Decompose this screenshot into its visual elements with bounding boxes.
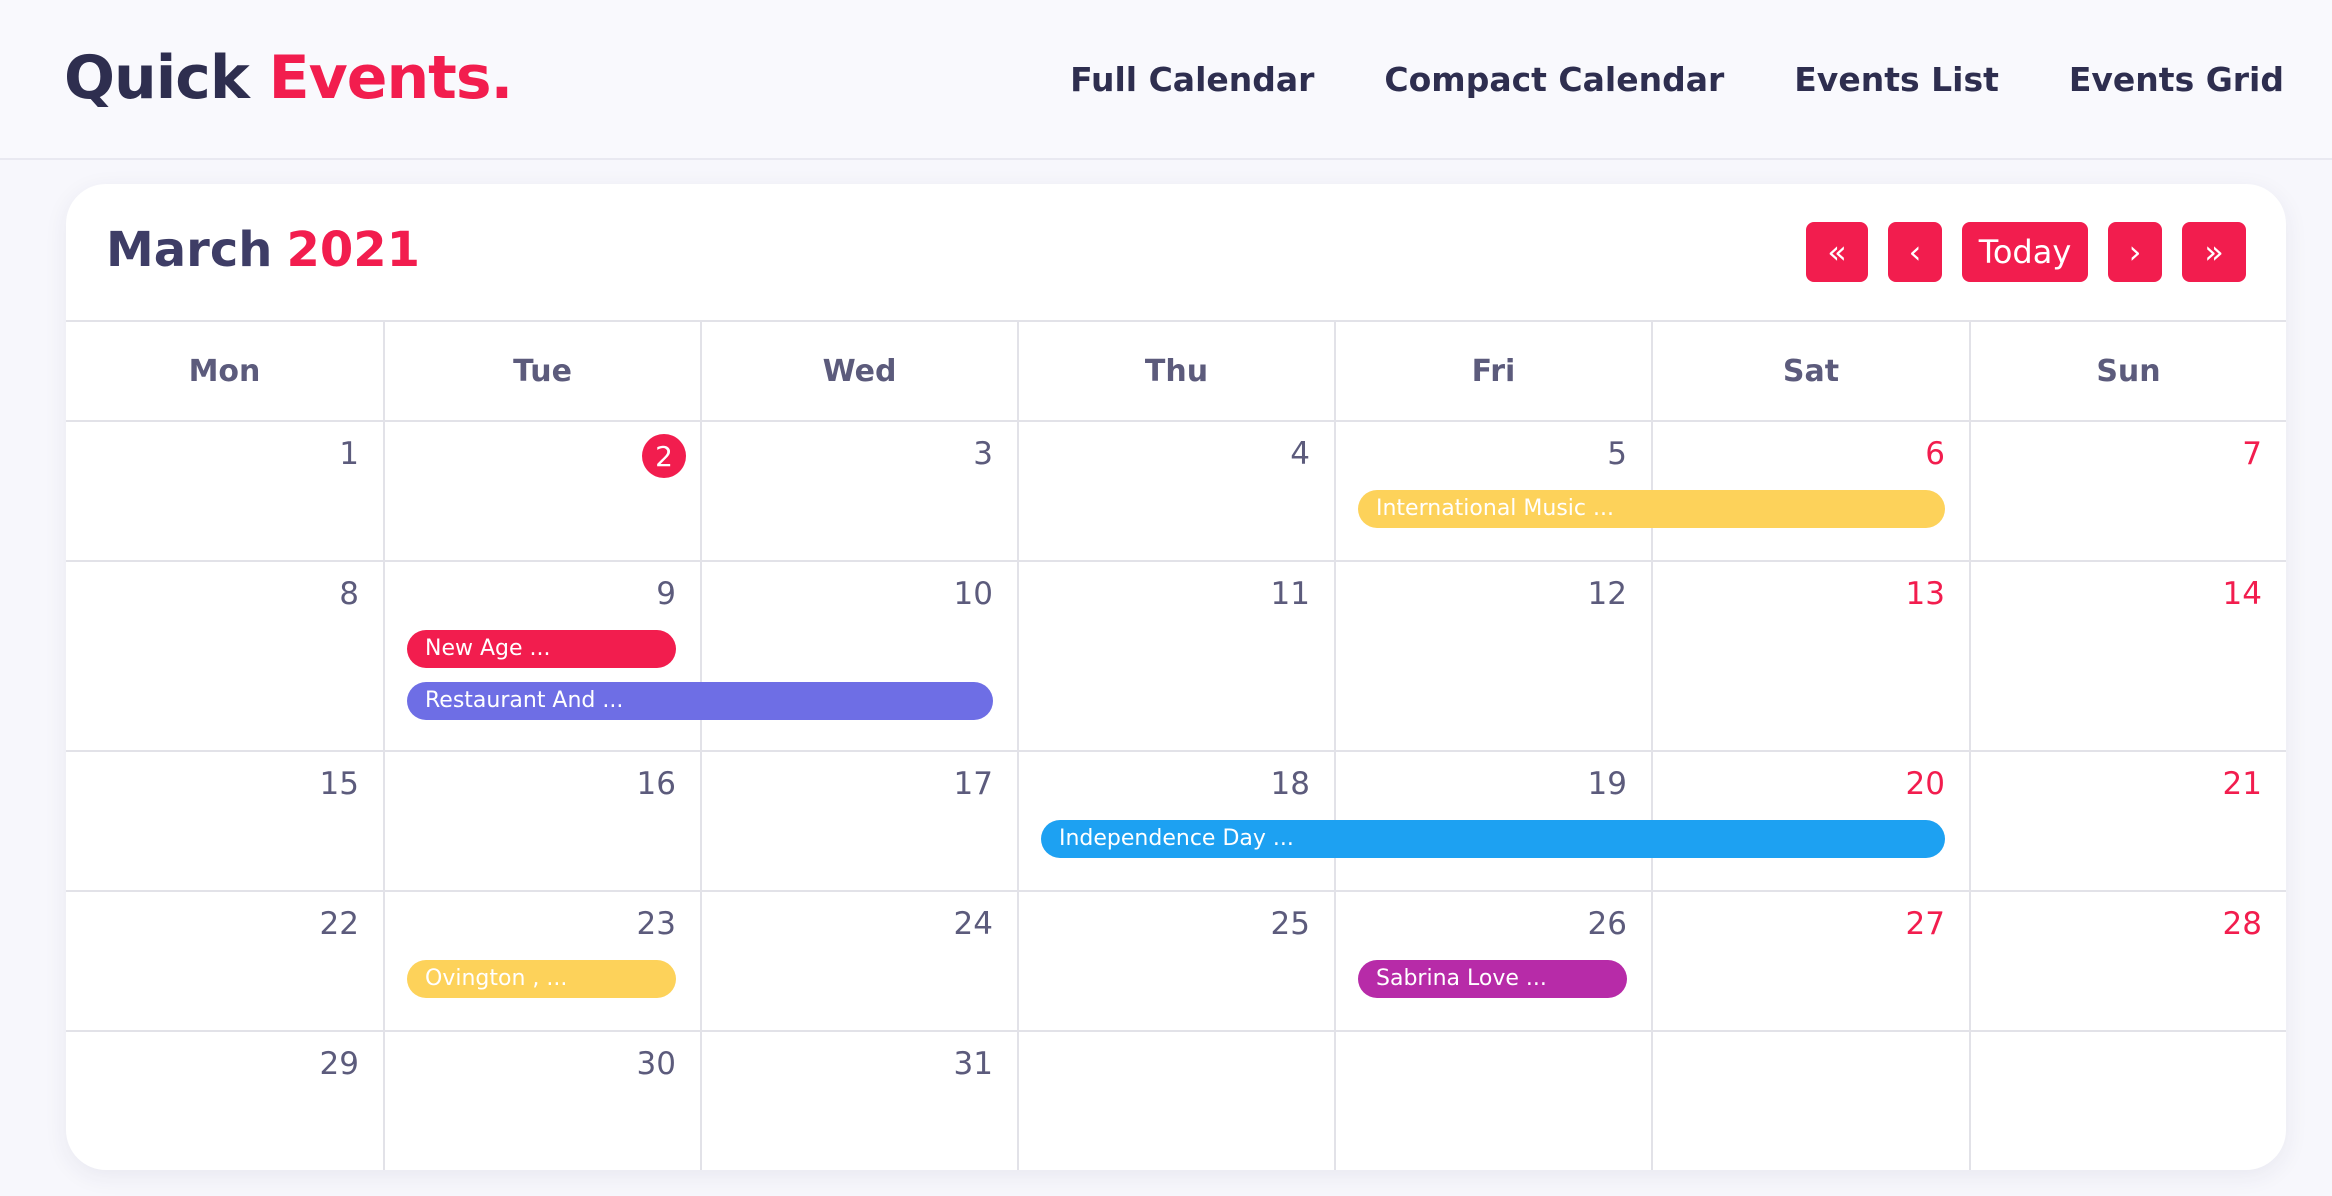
nav-compact-calendar[interactable]: Compact Calendar	[1384, 59, 1725, 99]
today-button[interactable]: Today	[1962, 222, 2088, 282]
year-label: 2021	[286, 222, 421, 278]
month-title: March 2021	[106, 214, 420, 286]
day-cell[interactable]: 16	[383, 752, 700, 892]
month-name: March	[106, 222, 273, 278]
day-number: 21	[2222, 766, 2262, 802]
event-bar[interactable]: Sabrina Love ...	[1358, 960, 1627, 998]
nav-events-grid[interactable]: Events Grid	[2068, 59, 2284, 99]
day-cell[interactable]: 2	[383, 422, 700, 562]
header: Quick Events. Full Calendar Compact Cale…	[0, 0, 2332, 160]
day-cell[interactable]: 27	[1651, 892, 1969, 1032]
prev-button[interactable]: ‹	[1888, 222, 1942, 282]
day-number: 8	[339, 576, 359, 612]
calendar-grid: Mon Tue Wed Thu Fri Sat Sun 1 2 3 4 5 6 7 8 9 10 11 12 13 14…	[66, 320, 2286, 1170]
weekday-header-sat: Sat	[1651, 322, 1969, 422]
day-number: 4	[1290, 436, 1310, 472]
calendar-card: March 2021 « ‹ Today › » Mon Tue Wed Thu Fri S…	[66, 184, 2286, 1170]
day-cell[interactable]: 10	[700, 562, 1017, 752]
day-number: 28	[2222, 906, 2262, 942]
event-bar[interactable]: Independence Day ...	[1041, 820, 1945, 858]
app-logo[interactable]: Quick Events.	[64, 40, 514, 116]
day-number: 10	[953, 576, 993, 612]
day-cell[interactable]: 23	[383, 892, 700, 1032]
day-number: 20	[1905, 766, 1945, 802]
day-cell[interactable]: 3	[700, 422, 1017, 562]
day-number: 16	[636, 766, 676, 802]
day-number: 18	[1270, 766, 1310, 802]
event-bar[interactable]: Ovington , ...	[407, 960, 676, 998]
day-cell[interactable]: 11	[1017, 562, 1334, 752]
day-cell[interactable]: 18	[1017, 752, 1334, 892]
day-number: 31	[953, 1046, 993, 1082]
first-button[interactable]: «	[1806, 222, 1868, 282]
day-number: 30	[636, 1046, 676, 1082]
weekday-header-fri: Fri	[1334, 322, 1651, 422]
day-cell[interactable]: 8	[66, 562, 383, 752]
day-number: 24	[953, 906, 993, 942]
day-cell[interactable]	[1969, 1032, 2286, 1170]
logo-text-events: Events.	[268, 43, 514, 113]
day-cell[interactable]: 26	[1334, 892, 1651, 1032]
day-cell[interactable]	[1651, 1032, 1969, 1170]
day-cell[interactable]: 29	[66, 1032, 383, 1170]
day-number: 27	[1905, 906, 1945, 942]
day-number: 19	[1587, 766, 1627, 802]
weekday-header-thu: Thu	[1017, 322, 1334, 422]
day-cell[interactable]: 9	[383, 562, 700, 752]
day-cell[interactable]: 28	[1969, 892, 2286, 1032]
main-nav: Full Calendar Compact Calendar Events Li…	[1070, 52, 2284, 106]
day-cell[interactable]: 7	[1969, 422, 2286, 562]
day-cell[interactable]: 17	[700, 752, 1017, 892]
day-cell[interactable]: 4	[1017, 422, 1334, 562]
event-bar[interactable]: Restaurant And ...	[407, 682, 993, 720]
day-cell[interactable]: 15	[66, 752, 383, 892]
day-cell[interactable]: 30	[383, 1032, 700, 1170]
weekday-header-tue: Tue	[383, 322, 700, 422]
day-cell[interactable]: 31	[700, 1032, 1017, 1170]
day-number: 12	[1587, 576, 1627, 612]
day-number: 14	[2222, 576, 2262, 612]
day-number: 5	[1607, 436, 1627, 472]
day-cell[interactable]: 24	[700, 892, 1017, 1032]
next-button[interactable]: ›	[2108, 222, 2162, 282]
day-number: 6	[1925, 436, 1945, 472]
day-cell[interactable]: 13	[1651, 562, 1969, 752]
day-cell[interactable]	[1017, 1032, 1334, 1170]
day-number: 7	[2242, 436, 2262, 472]
nav-events-list[interactable]: Events List	[1794, 59, 1999, 99]
event-bar[interactable]: International Music ...	[1358, 490, 1945, 528]
day-number: 1	[339, 436, 359, 472]
day-number: 13	[1905, 576, 1945, 612]
day-cell[interactable]: 12	[1334, 562, 1651, 752]
day-cell[interactable]: 14	[1969, 562, 2286, 752]
day-cell[interactable]: 21	[1969, 752, 2286, 892]
last-button[interactable]: »	[2182, 222, 2246, 282]
day-number: 3	[973, 436, 993, 472]
day-number: 9	[656, 576, 676, 612]
weekday-header-mon: Mon	[66, 322, 383, 422]
day-number: 17	[953, 766, 993, 802]
weekday-header-sun: Sun	[1969, 322, 2286, 422]
day-cell[interactable]: 22	[66, 892, 383, 1032]
event-bar[interactable]: New Age ...	[407, 630, 676, 668]
nav-full-calendar[interactable]: Full Calendar	[1070, 59, 1315, 99]
day-number: 22	[319, 906, 359, 942]
day-number: 15	[319, 766, 359, 802]
day-number: 11	[1270, 576, 1310, 612]
today-marker: 2	[642, 434, 686, 478]
day-number: 29	[319, 1046, 359, 1082]
day-number: 26	[1587, 906, 1627, 942]
day-number: 25	[1270, 906, 1310, 942]
weekday-header-wed: Wed	[700, 322, 1017, 422]
day-cell[interactable]: 1	[66, 422, 383, 562]
logo-text-quick: Quick	[64, 43, 250, 113]
day-cell[interactable]: 5	[1334, 422, 1651, 562]
day-number: 23	[636, 906, 676, 942]
day-cell[interactable]	[1334, 1032, 1651, 1170]
day-cell[interactable]: 25	[1017, 892, 1334, 1032]
